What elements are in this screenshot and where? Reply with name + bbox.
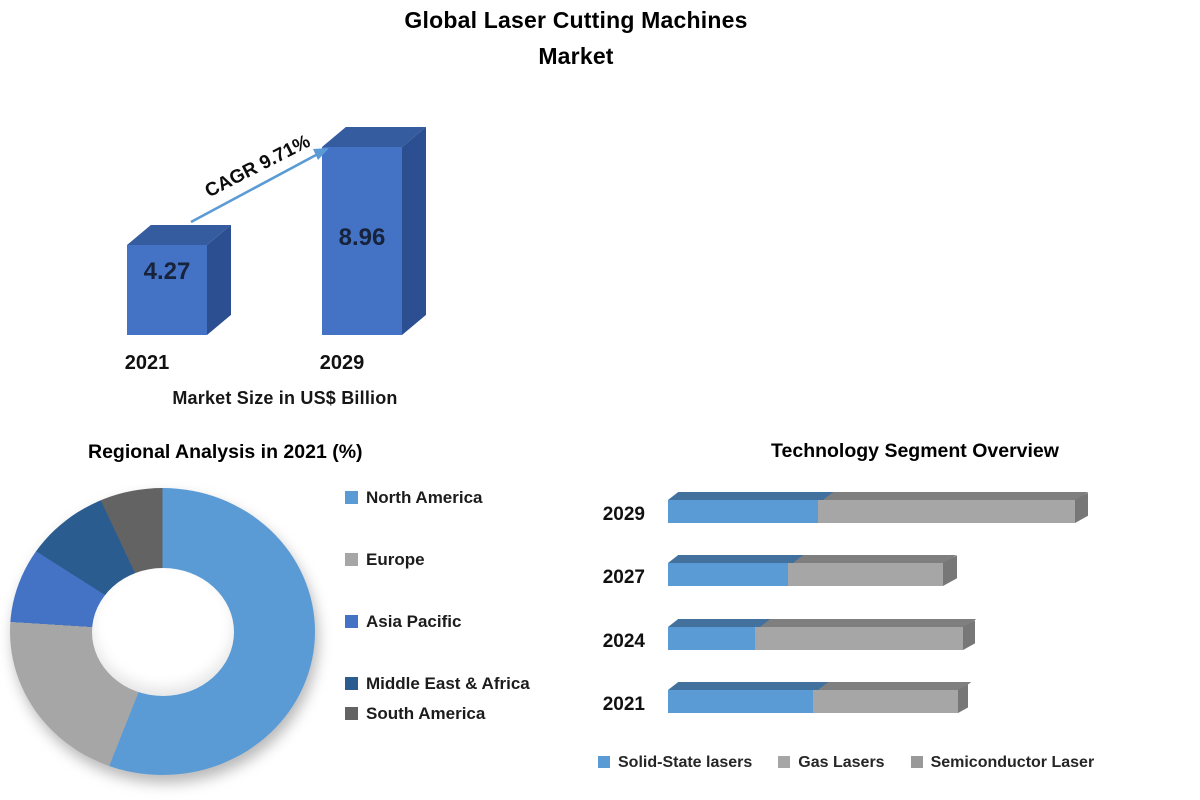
regional-legend-item: Europe	[345, 549, 530, 571]
legend-swatch-icon	[345, 615, 358, 628]
tech-legend-item: Semiconductor Laser	[910, 752, 1095, 774]
tech-legend-label: Semiconductor Laser	[930, 754, 1095, 771]
legend-swatch-icon	[345, 553, 358, 566]
tech-segment-solid-state-lasers	[668, 627, 755, 650]
technology-legend: Solid-State lasers Gas Lasers Semiconducto…	[598, 752, 1200, 774]
tech-segment-gas-lasers	[788, 563, 943, 586]
regional-legend-item: Asia Pacific	[345, 611, 530, 633]
legend-swatch-icon	[345, 491, 358, 504]
tech-segment-solid-state-lasers	[668, 500, 818, 523]
tech-bar-row-2024	[668, 619, 977, 650]
tech-legend-item: Gas Lasers	[778, 752, 885, 774]
column-2021-year-label: 2021	[124, 352, 170, 374]
tech-bar-row-2021	[668, 682, 972, 713]
column-2029-front-face	[322, 147, 402, 335]
tech-year-label-2024: 2024	[602, 631, 645, 652]
regional-legend-item: North America	[345, 487, 530, 509]
regional-chart-title: Regional Analysis in 2021 (%)	[88, 441, 363, 463]
column-2029-value-label: 8.96	[338, 224, 386, 251]
tech-segment-solid-state-lasers	[668, 690, 813, 713]
tech-bar-top-face	[668, 682, 972, 690]
tech-year-label-2029: 2029	[602, 504, 645, 525]
regional-legend-item: South America	[345, 703, 530, 725]
cagr-arrow-icon	[190, 148, 329, 224]
regional-legend-label: Middle East & Africa	[366, 674, 530, 693]
column-2029-year-label: 2029	[319, 352, 365, 374]
regional-donut-hole	[91, 567, 234, 696]
tech-bar-top-face	[668, 555, 957, 563]
tech-bar-top-face	[668, 619, 977, 627]
tech-bar-row-2027	[668, 555, 957, 586]
legend-swatch-icon	[345, 707, 358, 720]
tech-segment-gas-lasers	[755, 627, 963, 650]
regional-legend-item: Middle East & Africa	[345, 673, 530, 695]
regional-legend-label: Europe	[366, 550, 425, 569]
column-2021-value-label: 4.27	[143, 258, 191, 285]
regional-donut-chart	[10, 488, 315, 775]
tech-year-label-2027: 2027	[602, 567, 645, 588]
column-2021-side-face	[207, 224, 231, 335]
regional-legend: North America Europe Asia Pacific Middle Ea…	[345, 487, 530, 765]
tech-year-label-2021: 2021	[602, 694, 645, 715]
tech-segment-gas-lasers	[813, 690, 958, 713]
tech-legend-label: Solid-State lasers	[618, 754, 753, 771]
legend-swatch-icon	[345, 677, 358, 690]
legend-swatch-icon	[778, 756, 791, 768]
tech-bar-row-2029	[668, 492, 1089, 523]
regional-legend-label: Asia Pacific	[366, 612, 462, 631]
tech-segment-solid-state-lasers	[668, 563, 788, 586]
column-2021-front-face	[127, 245, 207, 335]
page-title-line2: Market	[538, 43, 614, 69]
legend-swatch-icon	[910, 756, 923, 768]
tech-segment-semiconductor-laser	[958, 684, 968, 713]
regional-legend-label: South America	[366, 704, 486, 723]
page-title-line1: Global Laser Cutting Machines	[404, 7, 748, 33]
tech-legend-label: Gas Lasers	[798, 754, 885, 771]
technology-chart-title: Technology Segment Overview	[771, 440, 1059, 462]
column-2029-side-face	[402, 126, 426, 336]
tech-legend-item: Solid-State lasers	[598, 752, 752, 774]
tech-bar-top-face	[668, 492, 1089, 500]
page-title: Global Laser Cutting Machines Market	[0, 2, 1152, 74]
regional-legend-label: North America	[366, 488, 483, 507]
tech-segment-gas-lasers	[818, 500, 1075, 523]
tech-segment-semiconductor-laser	[963, 620, 975, 650]
market-size-caption: Market Size in US$ Billion	[172, 388, 398, 408]
legend-swatch-icon	[598, 756, 610, 768]
